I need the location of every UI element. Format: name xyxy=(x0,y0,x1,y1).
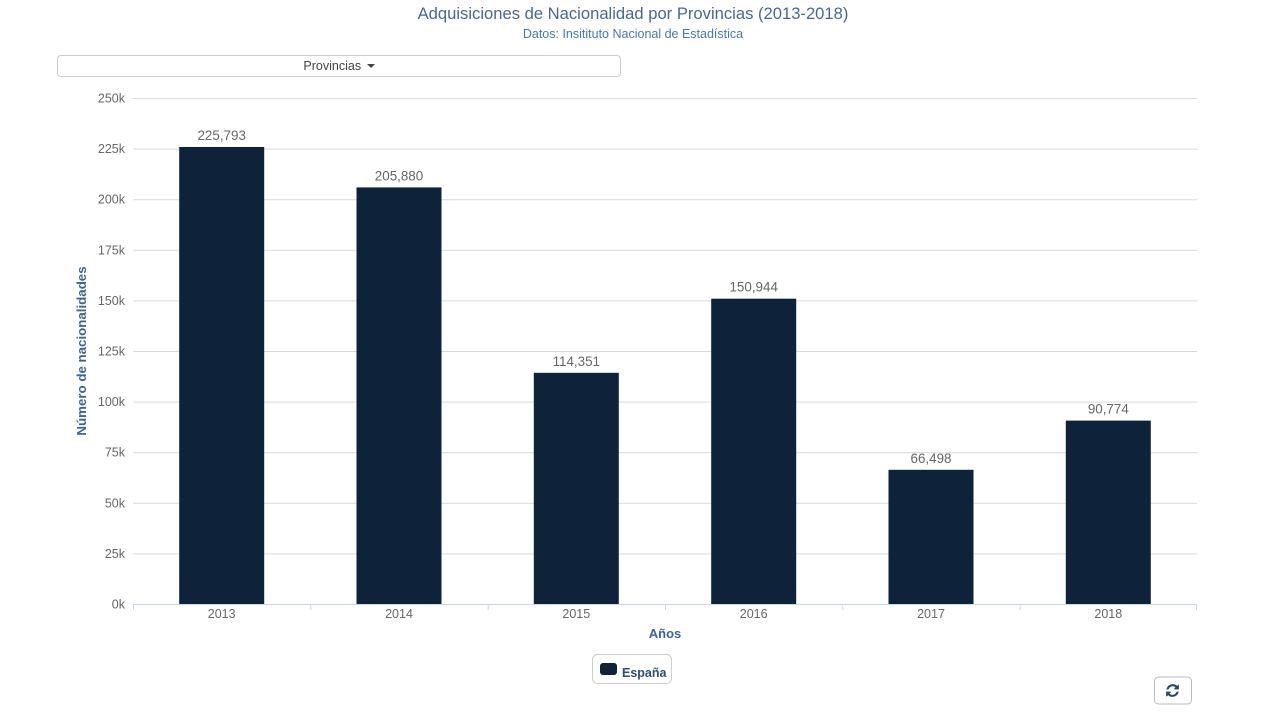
svg-text:175k: 175k xyxy=(98,243,126,257)
svg-text:100k: 100k xyxy=(98,395,126,409)
svg-text:150k: 150k xyxy=(98,294,126,308)
svg-text:Años: Años xyxy=(649,626,682,641)
svg-text:90,774: 90,774 xyxy=(1088,402,1130,417)
svg-text:75k: 75k xyxy=(105,446,126,460)
svg-text:2017: 2017 xyxy=(917,607,945,621)
svg-text:225k: 225k xyxy=(98,142,126,156)
svg-text:50k: 50k xyxy=(105,496,126,510)
svg-text:0k: 0k xyxy=(112,598,126,612)
svg-text:25k: 25k xyxy=(105,547,126,561)
svg-text:2013: 2013 xyxy=(208,607,236,621)
svg-text:205,880: 205,880 xyxy=(375,168,423,183)
svg-text:114,351: 114,351 xyxy=(553,354,600,369)
svg-text:250k: 250k xyxy=(98,92,126,106)
svg-text:2014: 2014 xyxy=(385,607,413,621)
svg-text:225,793: 225,793 xyxy=(197,128,245,143)
svg-text:Número de nacionalidades: Número de nacionalidades xyxy=(74,266,89,435)
svg-text:España: España xyxy=(622,666,668,680)
svg-text:2018: 2018 xyxy=(1094,607,1122,621)
svg-text:200k: 200k xyxy=(98,193,126,207)
svg-text:2016: 2016 xyxy=(740,607,768,621)
svg-text:125k: 125k xyxy=(98,345,126,359)
svg-text:150,944: 150,944 xyxy=(729,280,778,295)
svg-text:66,498: 66,498 xyxy=(911,451,952,466)
svg-text:2015: 2015 xyxy=(562,607,590,621)
